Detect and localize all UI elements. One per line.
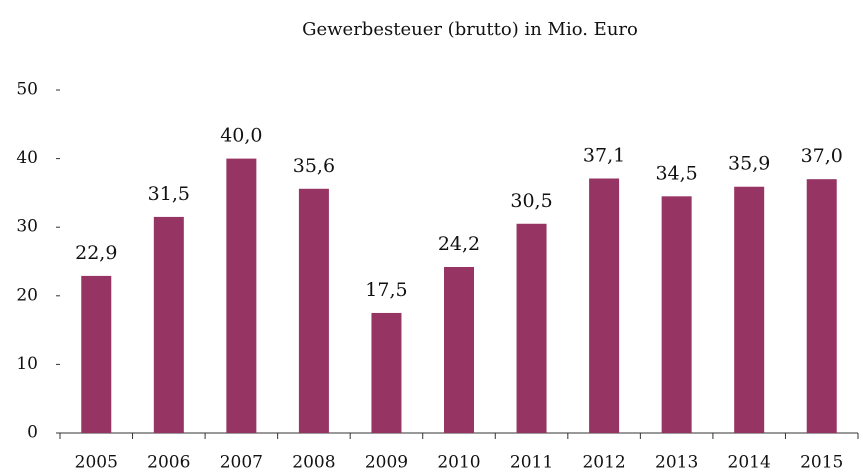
y-tick-label: 30 (16, 217, 38, 237)
value-label: 37,0 (801, 145, 843, 167)
value-label: 37,1 (583, 144, 625, 166)
bar (226, 158, 257, 433)
value-label: 35,9 (728, 153, 770, 175)
x-tick-label: 2008 (292, 453, 335, 473)
bar (444, 266, 474, 433)
x-tick-label: 2005 (75, 453, 118, 473)
bar (589, 178, 620, 433)
bar (298, 188, 329, 433)
value-label: 35,6 (293, 155, 335, 177)
y-tick-label: 40 (16, 148, 38, 168)
y-tick-label: 10 (16, 354, 38, 374)
value-label: 40,0 (220, 125, 262, 147)
y-tick-label: 20 (16, 285, 38, 305)
bar (806, 179, 837, 433)
bar (516, 223, 547, 433)
bar (661, 196, 692, 433)
value-label: 22,9 (75, 242, 117, 264)
x-tick-label: 2011 (510, 453, 553, 473)
value-label: 24,2 (438, 233, 480, 255)
bar (81, 275, 112, 433)
y-tick-label: 50 (16, 80, 38, 100)
y-tick-label: 0 (27, 423, 38, 443)
x-tick-label: 2014 (728, 453, 771, 473)
bar (153, 216, 184, 433)
bar (371, 312, 402, 433)
value-label: 31,5 (148, 183, 190, 205)
x-tick-label: 2009 (365, 453, 408, 473)
bar (734, 186, 765, 433)
x-tick-label: 2013 (655, 453, 698, 473)
x-tick-label: 2015 (800, 453, 843, 473)
x-tick-label: 2010 (437, 453, 480, 473)
value-label: 30,5 (510, 190, 552, 212)
value-label: 17,5 (365, 279, 407, 301)
chart-title: Gewerbesteuer (brutto) in Mio. Euro (302, 19, 638, 40)
value-label: 34,5 (655, 162, 697, 184)
x-tick-label: 2007 (220, 453, 263, 473)
x-tick-label: 2012 (582, 453, 625, 473)
x-tick-label: 2006 (147, 453, 190, 473)
